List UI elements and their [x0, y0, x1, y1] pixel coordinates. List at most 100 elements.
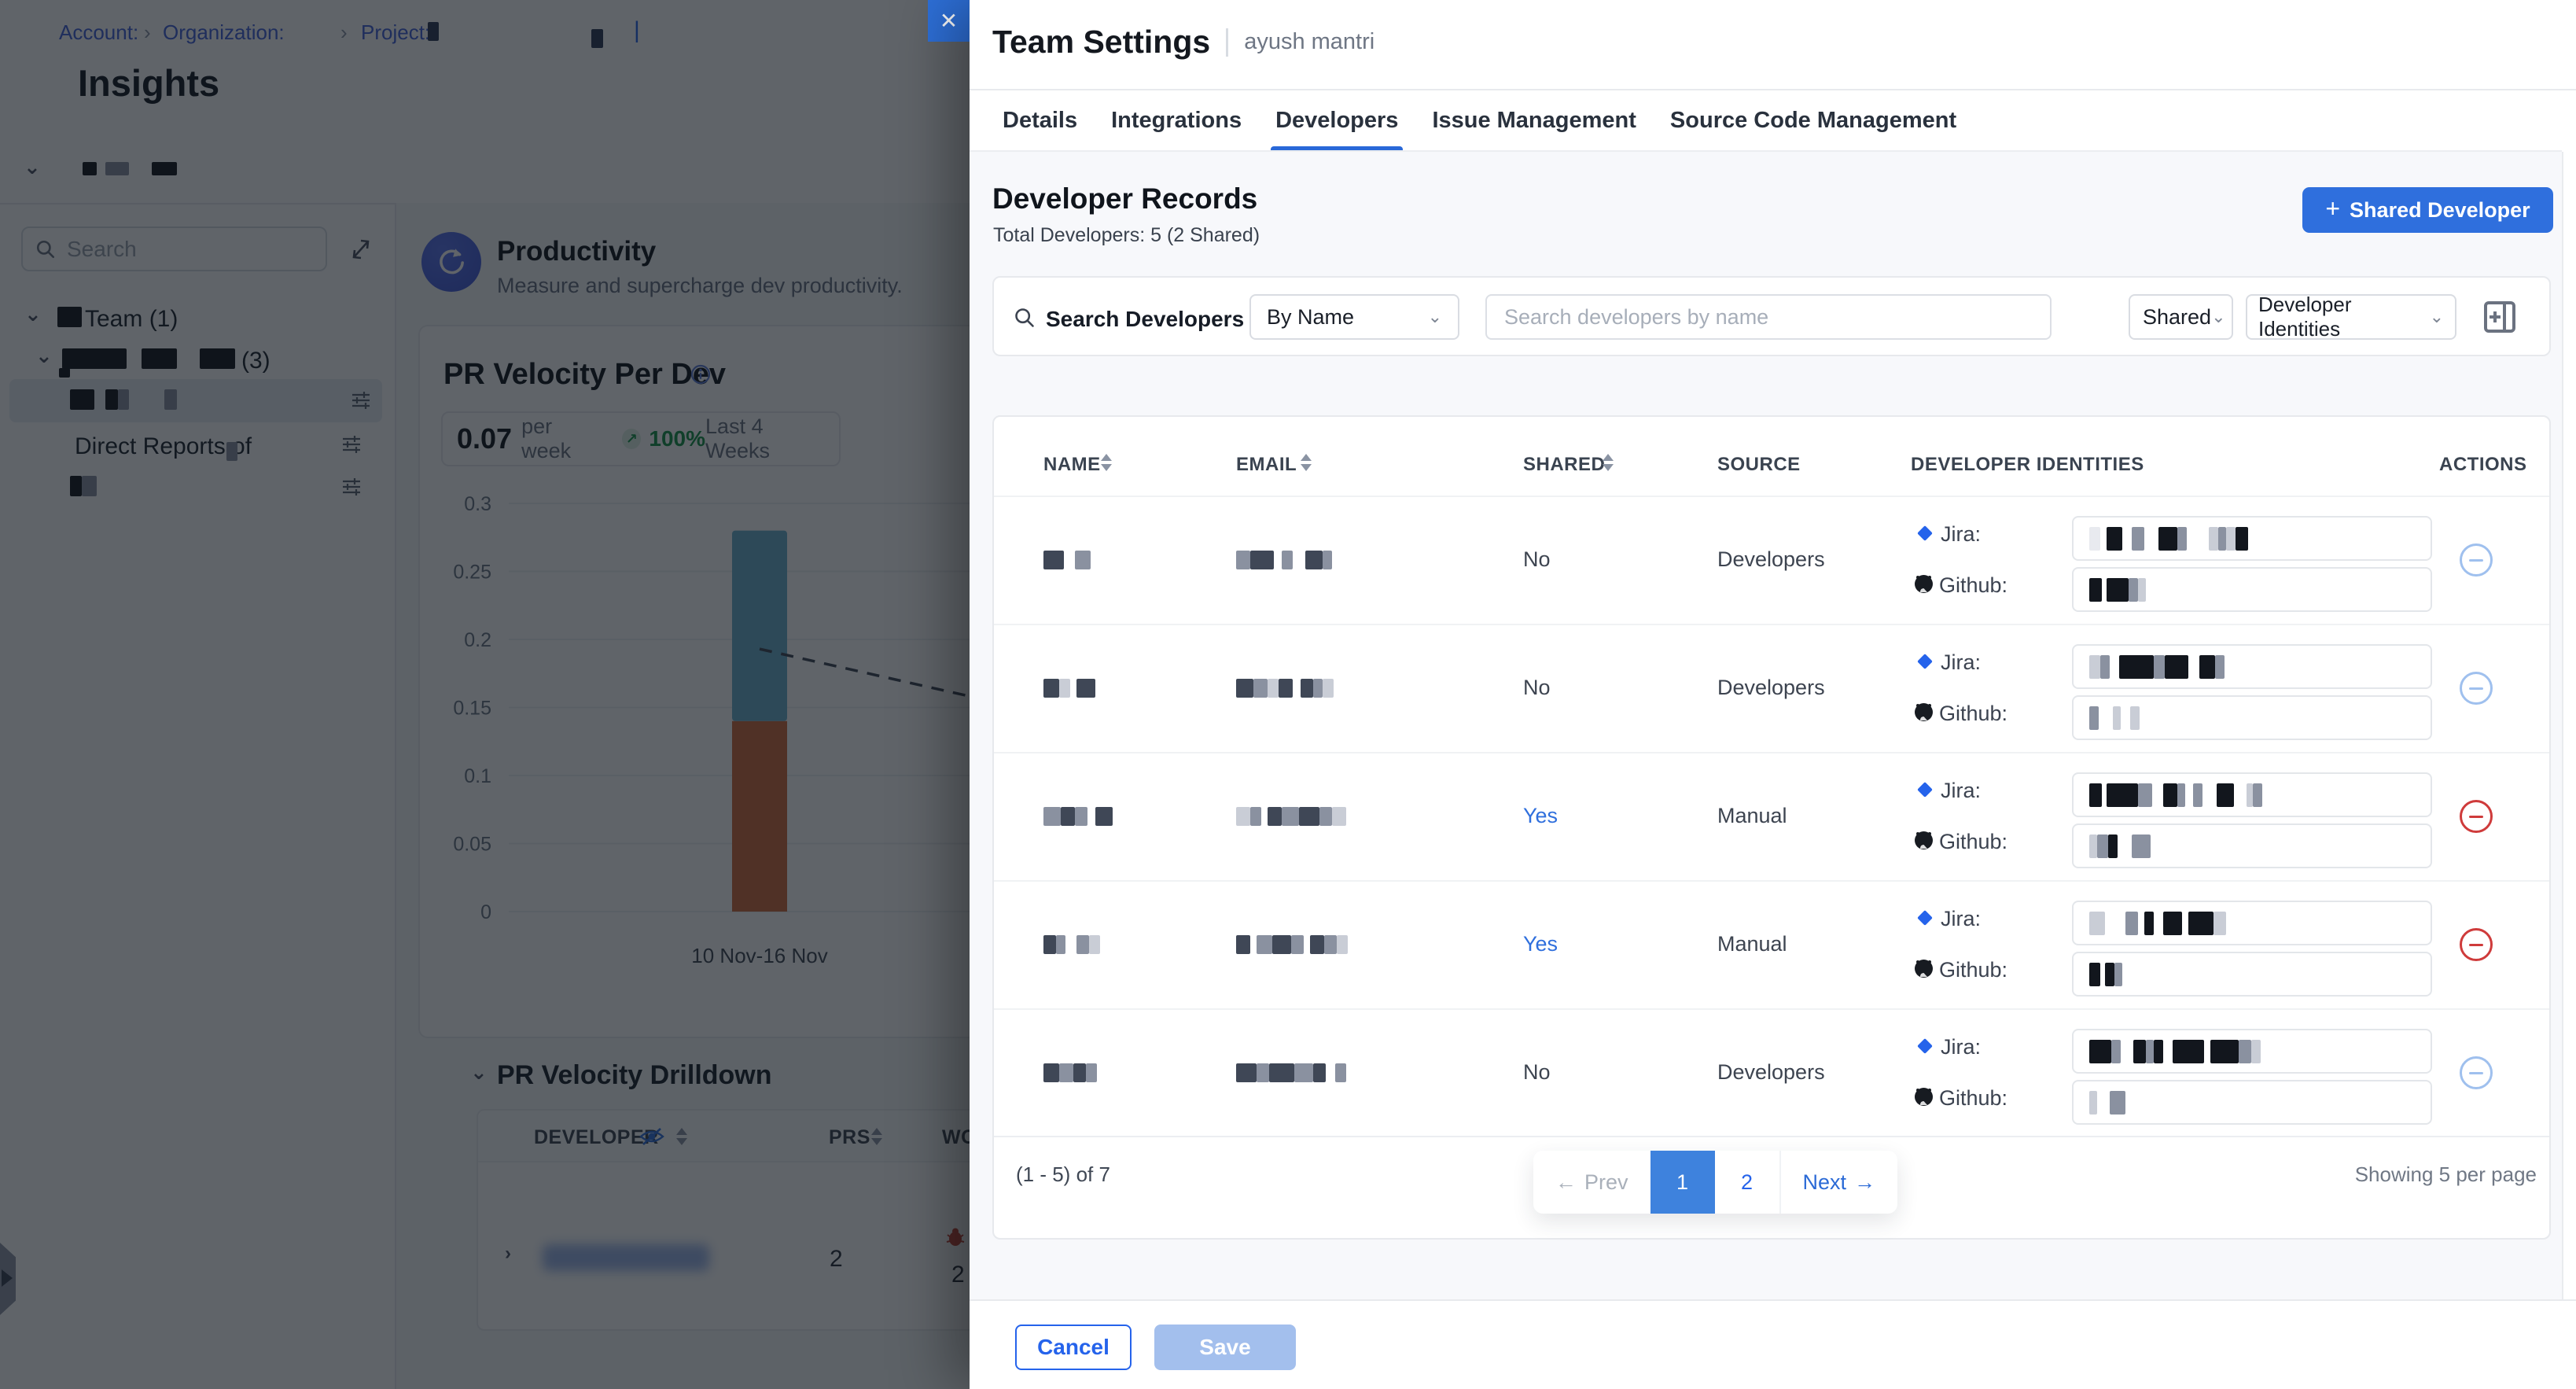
tab-details[interactable]: Details	[1003, 89, 1077, 152]
cancel-button[interactable]: Cancel	[1015, 1325, 1132, 1370]
divider	[970, 150, 2562, 152]
jira-label: Jira:	[1941, 779, 1982, 802]
remove-developer-button[interactable]	[2460, 928, 2493, 961]
jira-identity-input[interactable]	[2072, 772, 2432, 817]
column-email[interactable]: EMAIL	[1236, 454, 1297, 475]
jira-identity-input[interactable]	[2072, 1029, 2432, 1074]
section-heading: Developer Records	[992, 182, 1258, 215]
developer-table-row[interactable]: No Developers Jira: Github:	[994, 1008, 2549, 1137]
remove-developer-button[interactable]	[2460, 800, 2493, 833]
github-identity-input[interactable]	[2072, 695, 2432, 740]
developer-table-body: No Developers Jira: Github: No Developer…	[994, 496, 2549, 1137]
pagination-range: (1 - 5) of 7	[1016, 1162, 1110, 1186]
jira-icon	[1917, 782, 1933, 798]
search-by-select[interactable]: By Name ⌄	[1249, 294, 1459, 340]
jira-icon	[1917, 525, 1933, 541]
redacted-developer-email	[1236, 1063, 1346, 1082]
tab-source-code-management[interactable]: Source Code Management	[1670, 89, 1956, 152]
source-cell: Developers	[1717, 676, 1825, 699]
github-label: Github:	[1939, 702, 2008, 725]
identities-filter-select[interactable]: Developer Identities ⌄	[2246, 293, 2456, 341]
pagination-page-2[interactable]: 2	[1741, 1170, 1754, 1194]
jira-label: Jira:	[1941, 522, 1982, 546]
per-page-label: Showing 5 per page	[2354, 1162, 2537, 1186]
chevron-down-icon: ⌄	[1427, 307, 1442, 326]
jira-icon	[1917, 1038, 1933, 1054]
github-icon	[1915, 703, 1933, 721]
github-identity-input[interactable]	[2072, 952, 2432, 997]
column-actions: ACTIONS	[2439, 454, 2527, 475]
tab-issue-management[interactable]: Issue Management	[1432, 89, 1636, 152]
redacted-developer-email	[1236, 551, 1332, 569]
jira-icon	[1917, 910, 1933, 926]
redacted-developer-name	[1043, 679, 1095, 698]
column-identities: DEVELOPER IDENTITIES	[1911, 454, 2144, 475]
next-label: Next	[1802, 1170, 1847, 1194]
github-icon	[1915, 575, 1933, 593]
modal-backdrop[interactable]	[0, 0, 970, 1389]
add-shared-developer-label: Shared Developer	[2350, 197, 2530, 222]
team-settings-modal: Team Settings ayush mantri Details Integr…	[970, 0, 2576, 1389]
redacted-developer-email	[1236, 679, 1334, 698]
developer-table-row[interactable]: No Developers Jira: Github:	[994, 496, 2549, 624]
github-identity-input[interactable]	[2072, 823, 2432, 868]
source-cell: Manual	[1717, 804, 1787, 827]
jira-identity-input[interactable]	[2072, 901, 2432, 945]
modal-subtitle: ayush mantri	[1244, 29, 1375, 54]
github-identity-input[interactable]	[2072, 1080, 2432, 1125]
scrollbar[interactable]	[2562, 152, 2576, 1299]
arrow-right-icon: →	[1854, 1170, 1876, 1194]
github-label: Github:	[1939, 573, 2008, 597]
tab-label: Integrations	[1111, 107, 1242, 133]
add-column-icon[interactable]	[2483, 300, 2516, 333]
jira-identity-input[interactable]	[2072, 644, 2432, 689]
add-shared-developer-button[interactable]: + Shared Developer	[2302, 187, 2553, 233]
redacted-developer-name	[1043, 807, 1113, 826]
search-developers-label: Search Developers	[1046, 307, 1245, 331]
tab-integrations[interactable]: Integrations	[1111, 89, 1242, 152]
sort-icon[interactable]	[1301, 454, 1312, 471]
source-cell: Manual	[1717, 932, 1787, 956]
search-by-value: By Name	[1267, 304, 1355, 329]
column-name[interactable]: NAME	[1043, 454, 1101, 475]
identities-filter-value: Developer Identities	[2258, 293, 2352, 341]
developer-table: NAME EMAIL SHARED SOURCE DEVELOPER IDENT…	[992, 415, 2551, 1240]
remove-developer-button[interactable]	[2460, 1056, 2493, 1089]
title-divider	[1226, 28, 1229, 57]
pagination-next-button[interactable]: Next →	[1779, 1151, 1898, 1214]
developer-search-input[interactable]	[1485, 294, 2052, 340]
github-identity-input[interactable]	[2072, 567, 2432, 612]
modal-title: Team Settings	[992, 24, 1211, 60]
redacted-developer-name	[1043, 1063, 1097, 1082]
developer-table-row[interactable]: Yes Manual Jira: Github:	[994, 752, 2549, 880]
jira-icon	[1917, 654, 1933, 669]
jira-label: Jira:	[1941, 650, 1982, 674]
remove-developer-button[interactable]	[2460, 543, 2493, 577]
shared-cell: Yes	[1523, 932, 1558, 956]
chevron-down-icon: ⌄	[2211, 307, 2226, 326]
chevron-down-icon: ⌄	[2429, 307, 2444, 326]
shared-filter-select[interactable]: Shared ⌄	[2129, 294, 2233, 340]
tab-label: Developers	[1275, 107, 1399, 133]
pagination-page-1[interactable]: 1	[1650, 1151, 1715, 1214]
sort-icon[interactable]	[1603, 454, 1614, 471]
developer-table-row[interactable]: No Developers Jira: Github:	[994, 624, 2549, 752]
divider	[994, 1136, 2549, 1137]
developer-table-row[interactable]: Yes Manual Jira: Github:	[994, 880, 2549, 1008]
search-icon	[1015, 308, 1034, 327]
modal-close-button[interactable]: ✕	[928, 0, 970, 42]
save-button[interactable]: Save	[1154, 1325, 1296, 1370]
tab-developers[interactable]: Developers	[1271, 89, 1404, 152]
tab-label: Source Code Management	[1669, 107, 1957, 133]
redacted-developer-email	[1236, 935, 1348, 954]
redacted-developer-name	[1043, 551, 1091, 569]
sort-icon[interactable]	[1101, 454, 1112, 471]
column-shared[interactable]: SHARED	[1523, 454, 1606, 475]
source-cell: Developers	[1717, 1060, 1825, 1084]
remove-developer-button[interactable]	[2460, 672, 2493, 705]
jira-identity-input[interactable]	[2072, 516, 2432, 561]
pagination-prev-button[interactable]: ← Prev	[1533, 1151, 1650, 1214]
